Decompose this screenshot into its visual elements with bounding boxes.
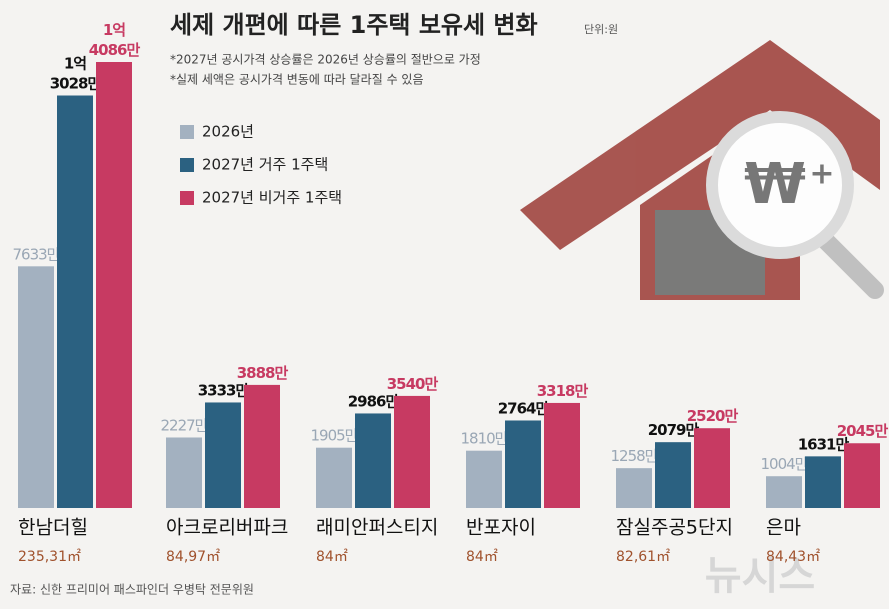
legend-swatch [180,125,194,139]
value-label: 1258만 [611,447,659,465]
value-label: 1810만 [461,429,509,447]
bar [316,447,352,508]
value-label: 3540만 [387,374,439,392]
subcategory-label: 84㎡ [316,549,348,565]
legend-label: 2027년 거주 1주택 [202,156,328,174]
unit: 단위:원 [584,23,618,36]
value-label: 1631만 [798,435,850,453]
bar [505,420,541,508]
value-label: 1억 4086만 [89,21,141,59]
value-label: 2764만 [498,399,550,417]
bar [655,442,691,508]
value-label: 2079만 [648,421,700,439]
value-label: 1905만 [311,426,359,444]
note: *실제 세액은 공시가격 변동에 따라 달라질 수 있음 [170,73,424,87]
bar [205,402,241,508]
watermark: 뉴시스 [705,553,815,599]
value-label: 1004만 [761,455,809,473]
chart-title: 세제 개편에 따른 1주택 보유세 변화 [170,11,538,39]
bar [355,413,391,508]
category-label: 은마 [766,517,801,539]
legend-swatch [180,158,194,172]
value-label: 2986만 [348,392,400,410]
bar [466,450,502,508]
value-label: 3318만 [537,381,589,399]
bar [244,384,280,508]
bar [18,266,54,508]
category-label: 잠실주공5단지 [616,517,733,539]
value-label: 1억 3028만 [50,54,102,92]
house-illustration: ₩ + [520,40,884,300]
bar [844,443,880,508]
legend-label: 2027년 비거주 1주택 [202,189,342,207]
value-label: 3888만 [237,363,289,381]
legend-label: 2026년 [202,123,254,141]
subcategory-label: 84,43㎡ [766,549,820,565]
bar [96,62,132,508]
category-label: 한남더힐 [18,517,88,539]
note: *2027년 공시가격 상승률은 2026년 상승률의 절반으로 가정 [170,53,481,67]
value-label: 3333만 [198,381,250,399]
value-label: 2045만 [837,422,889,440]
bar [694,428,730,508]
svg-text:+: + [809,157,834,192]
legend-swatch [180,191,194,205]
subcategory-label: 235,31㎡ [18,549,81,565]
source: 자료: 신한 프리미어 패스파인더 우병탁 전문위원 [10,583,254,597]
bar [766,476,802,508]
subcategory-label: 84㎡ [466,549,498,565]
bar [805,456,841,508]
bar [544,402,580,508]
category-label: 반포자이 [466,517,536,539]
bar [57,95,93,508]
value-label: 2520만 [687,407,739,425]
bar [394,395,430,508]
value-label: 7633만 [13,245,61,263]
bar [616,468,652,508]
category-label: 래미안퍼스티지 [316,517,438,539]
subcategory-label: 82,61㎡ [616,549,670,565]
svg-text:₩: ₩ [744,152,806,217]
value-label: 2227만 [161,416,209,434]
category-label: 아크로리버파크 [166,517,288,539]
bar [166,437,202,508]
subcategory-label: 84,97㎡ [166,549,220,565]
